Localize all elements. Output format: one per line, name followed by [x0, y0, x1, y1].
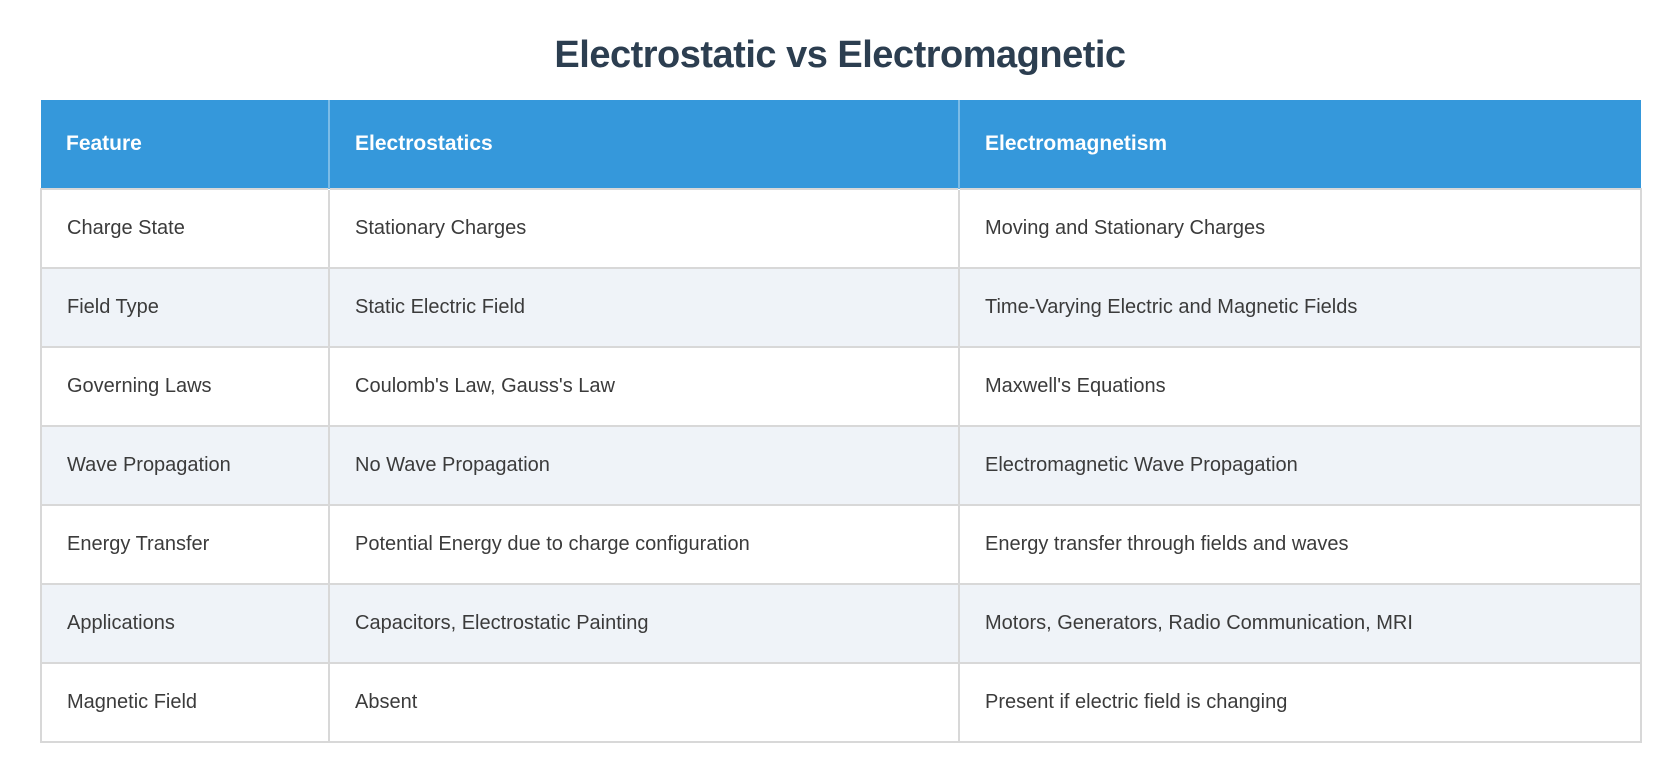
table-cell-electrostatics: Stationary Charges: [328, 188, 960, 269]
table-cell-electromagnetism: Motors, Generators, Radio Communication,…: [958, 583, 1642, 664]
column-header-electromagnetism: Electromagnetism: [959, 100, 1641, 189]
table-cell-feature: Energy Transfer: [40, 504, 330, 585]
table-row-magnetic-field: Magnetic Field Absent Present if electri…: [40, 662, 1642, 743]
table-row-applications: Applications Capacitors, Electrostatic P…: [40, 583, 1642, 664]
table-cell-electrostatics: Static Electric Field: [328, 267, 960, 348]
table-header-row: Feature Electrostatics Electromagnetism: [41, 100, 1641, 189]
table-row-wave-propagation: Wave Propagation No Wave Propagation Ele…: [40, 425, 1642, 506]
page-title: Electrostatic vs Electromagnetic: [554, 34, 1126, 76]
table-cell-electromagnetism: Maxwell's Equations: [958, 346, 1642, 427]
table-cell-electrostatics: Potential Energy due to charge configura…: [328, 504, 960, 585]
column-header-electrostatics: Electrostatics: [329, 100, 960, 189]
table-cell-feature: Field Type: [40, 267, 330, 348]
table-cell-electromagnetism: Energy transfer through fields and waves: [958, 504, 1642, 585]
table-cell-feature: Governing Laws: [40, 346, 330, 427]
table-cell-electrostatics: Coulomb's Law, Gauss's Law: [328, 346, 960, 427]
table-cell-feature: Charge State: [40, 188, 330, 269]
table-cell-electromagnetism: Present if electric field is changing: [958, 662, 1642, 743]
table-row-governing-laws: Governing Laws Coulomb's Law, Gauss's La…: [40, 346, 1642, 427]
table-cell-electrostatics: Capacitors, Electrostatic Painting: [328, 583, 960, 664]
table-cell-electrostatics: Absent: [328, 662, 960, 743]
table-row-charge-state: Charge State Stationary Charges Moving a…: [40, 188, 1642, 269]
table-cell-feature: Wave Propagation: [40, 425, 330, 506]
table-row-field-type: Field Type Static Electric Field Time-Va…: [40, 267, 1642, 348]
table-cell-feature: Applications: [40, 583, 330, 664]
comparison-table: Feature Electrostatics Electromagnetism …: [40, 100, 1642, 743]
column-header-feature: Feature: [41, 100, 330, 189]
table-cell-electromagnetism: Electromagnetic Wave Propagation: [958, 425, 1642, 506]
table-cell-electromagnetism: Moving and Stationary Charges: [958, 188, 1642, 269]
table-row-energy-transfer: Energy Transfer Potential Energy due to …: [40, 504, 1642, 585]
table-cell-electrostatics: No Wave Propagation: [328, 425, 960, 506]
table-cell-electromagnetism: Time-Varying Electric and Magnetic Field…: [958, 267, 1642, 348]
table-cell-feature: Magnetic Field: [40, 662, 330, 743]
